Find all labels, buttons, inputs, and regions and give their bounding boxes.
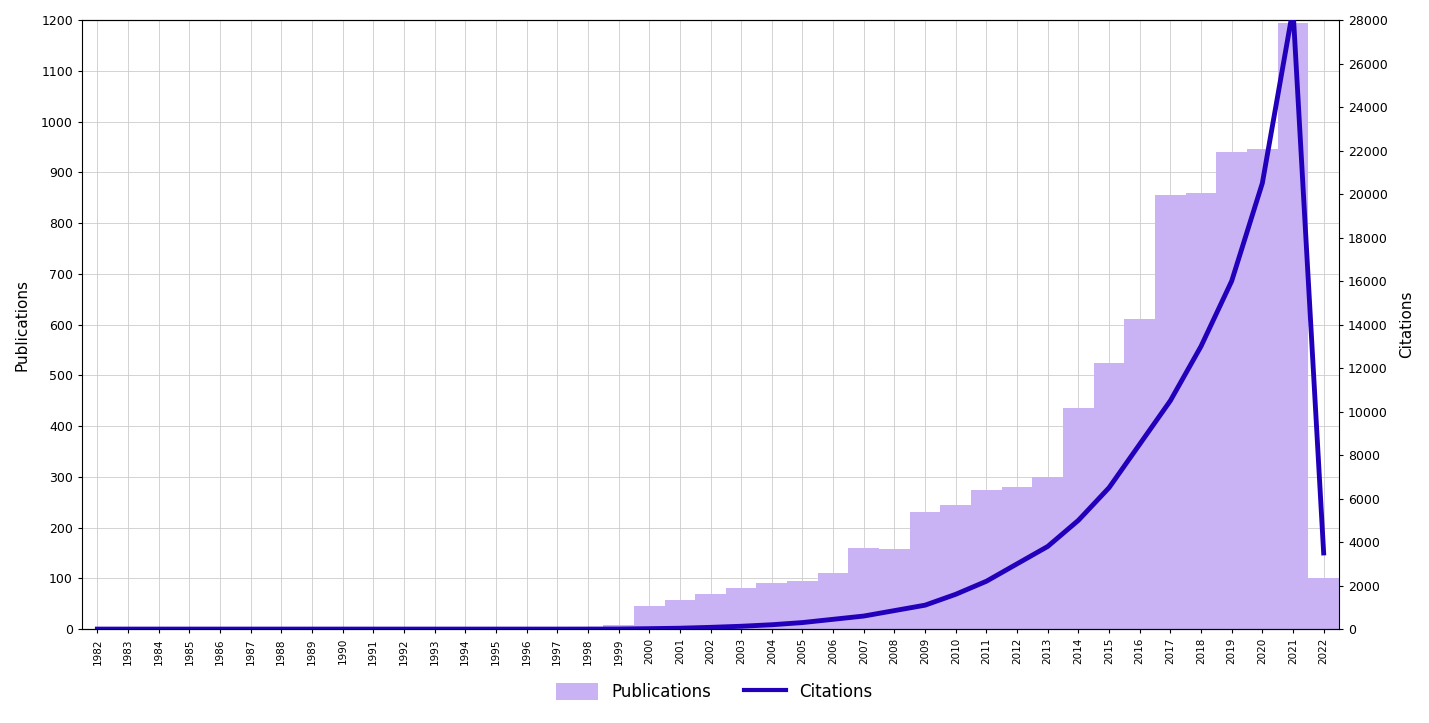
Bar (573, 628, 603, 629)
Bar (940, 505, 972, 629)
Bar (634, 607, 664, 629)
Bar (910, 513, 940, 629)
Bar (972, 489, 1002, 629)
Y-axis label: Citations: Citations (1399, 291, 1415, 359)
Bar (1278, 22, 1309, 629)
Bar (664, 599, 694, 629)
Legend: Publications, Citations: Publications, Citations (550, 676, 879, 707)
Bar (1125, 320, 1155, 629)
Bar (1216, 152, 1248, 629)
Bar (1002, 487, 1032, 629)
Bar (879, 549, 910, 629)
Bar (817, 573, 849, 629)
Bar (1063, 408, 1093, 629)
Bar (787, 581, 817, 629)
Bar (756, 583, 787, 629)
Y-axis label: Publications: Publications (14, 278, 30, 371)
Bar (1155, 195, 1186, 629)
Bar (726, 589, 756, 629)
Bar (1032, 477, 1063, 629)
Bar (1186, 192, 1216, 629)
Bar (694, 594, 726, 629)
Bar (849, 548, 879, 629)
Bar (1309, 578, 1339, 629)
Bar (1248, 150, 1278, 629)
Bar (1093, 363, 1125, 629)
Bar (603, 625, 634, 629)
